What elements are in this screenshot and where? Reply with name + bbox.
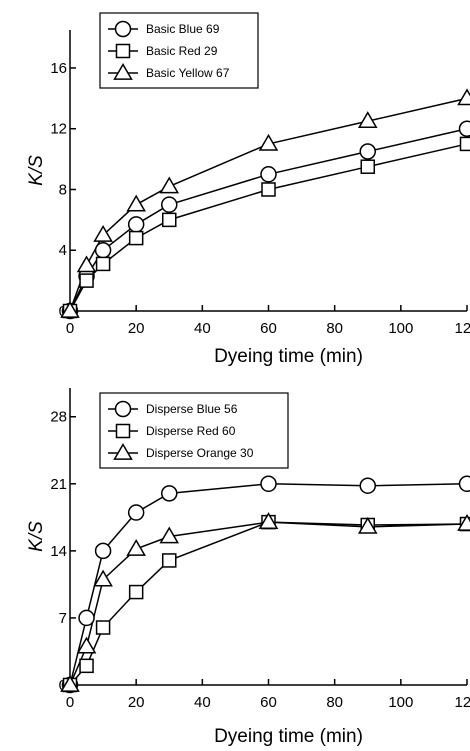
x-tick-label: 40 <box>194 694 211 711</box>
series-line-3 <box>69 521 468 686</box>
y-tick-label: 16 <box>50 60 67 77</box>
x-tick-label: 80 <box>326 694 343 711</box>
legend-marker-triangle <box>113 63 133 80</box>
data-point-triangle <box>159 176 180 194</box>
data-point-circle <box>94 241 112 259</box>
data-point-circle <box>78 609 95 627</box>
data-point-square <box>79 658 94 674</box>
legend-marker-triangle <box>113 443 133 460</box>
x-tick-label: 100 <box>388 694 413 711</box>
data-point-circle <box>359 143 376 160</box>
x-tick-label: 20 <box>128 694 145 711</box>
data-point-triangle <box>126 538 146 556</box>
data-point-square <box>128 584 144 600</box>
legend-entry-label: Disperse Red 60 <box>146 424 236 438</box>
data-point-circle <box>161 196 178 213</box>
data-point-triangle <box>76 636 97 654</box>
data-point-triangle <box>258 512 279 529</box>
y-tick-label: 28 <box>50 409 67 426</box>
data-point-circle <box>127 216 145 233</box>
data-point-triangle <box>93 569 113 587</box>
data-point-square <box>79 273 94 288</box>
x-tick-label: 0 <box>66 694 74 711</box>
chart-panel-2: 02040608010012007142128Dyeing time (min)… <box>26 388 470 747</box>
legend-entry-label: Basic Yellow 67 <box>146 66 230 80</box>
x-tick-label: 40 <box>194 320 211 337</box>
legend-marker-circle <box>114 20 132 38</box>
x-tick-label: 60 <box>260 320 277 337</box>
data-point-triangle <box>357 516 378 534</box>
legend-entry-label: Basic Red 29 <box>146 44 218 58</box>
series-line-3 <box>69 97 468 312</box>
x-tick-label: 60 <box>260 694 277 711</box>
data-point-circle <box>127 504 145 521</box>
data-point-circle <box>359 477 376 494</box>
data-point-circle <box>458 475 470 493</box>
data-point-circle <box>94 542 112 560</box>
x-tick-label: 80 <box>326 320 343 337</box>
data-point-triangle <box>76 255 97 273</box>
y-axis-label: K/S <box>26 521 47 552</box>
data-point-circle <box>161 485 178 502</box>
data-point-triangle <box>60 675 80 692</box>
data-point-triangle <box>126 194 146 212</box>
chart-panel-1: 0204060801001200481216Dyeing time (min)K… <box>26 12 470 367</box>
y-axis-label: K/S <box>26 155 47 186</box>
x-tick-label: 120 <box>454 694 470 711</box>
x-tick-label: 120 <box>454 320 470 337</box>
data-point-triangle <box>159 526 180 544</box>
legend-entry-label: Disperse Blue 56 <box>146 402 238 416</box>
data-point-square <box>261 182 276 197</box>
data-point-square <box>128 230 144 246</box>
legend-marker-square <box>115 43 131 59</box>
x-tick-label: 0 <box>66 320 74 337</box>
data-point-square <box>162 212 177 228</box>
data-point-square <box>95 620 111 635</box>
x-axis-label: Dyeing time (min) <box>214 726 363 747</box>
y-tick-label: 14 <box>50 543 67 560</box>
data-point-triangle <box>258 133 279 151</box>
data-point-triangle <box>457 514 470 531</box>
x-tick-label: 100 <box>388 320 413 337</box>
y-tick-label: 12 <box>50 121 67 138</box>
legend-entry-label: Disperse Orange 30 <box>146 446 254 460</box>
legend-marker-circle <box>114 400 132 418</box>
data-point-triangle <box>93 225 113 242</box>
y-tick-label: 8 <box>59 181 67 198</box>
data-point-triangle <box>60 301 80 318</box>
legend-entry-label: Basic Blue 69 <box>146 22 220 36</box>
legend-marker-square <box>115 423 131 439</box>
data-point-square <box>360 159 375 174</box>
x-tick-label: 20 <box>128 320 145 337</box>
data-point-triangle <box>357 111 378 129</box>
y-tick-label: 7 <box>59 610 67 627</box>
series-line-1 <box>69 483 468 686</box>
series-line-2 <box>69 521 468 686</box>
y-tick-label: 21 <box>50 476 67 493</box>
x-axis-label: Dyeing time (min) <box>214 346 363 367</box>
data-point-triangle <box>457 88 470 106</box>
data-point-square <box>459 136 470 152</box>
data-point-square <box>162 553 177 568</box>
data-point-circle <box>260 475 277 493</box>
data-point-square <box>95 256 111 272</box>
y-tick-label: 4 <box>59 242 67 259</box>
data-point-circle <box>260 166 277 183</box>
data-point-circle <box>458 120 470 137</box>
